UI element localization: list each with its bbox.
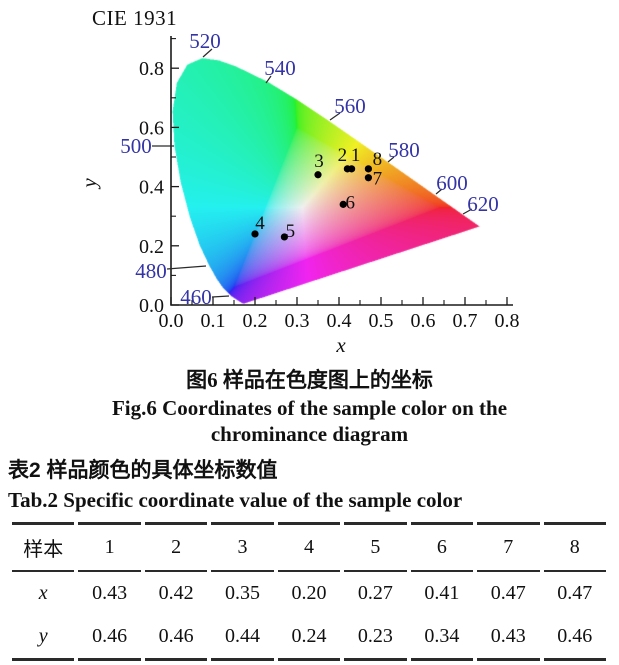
table-row-label-y: y (12, 615, 75, 661)
table-cell-y-4: 0.24 (277, 615, 341, 661)
table-caption-zh: 表2 样品颜色的具体坐标数值 (8, 459, 278, 482)
x-tick-label: 0.6 (411, 310, 436, 332)
table-cell-y-6: 0.34 (410, 615, 474, 661)
wavelength-label-620: 620 (467, 192, 499, 216)
x-tick-label: 0.0 (159, 310, 184, 332)
y-tick-label: 0.4 (139, 177, 164, 199)
table-row-y: y 0.46 0.46 0.44 0.24 0.23 0.34 0.43 0.46 (12, 615, 606, 661)
table-cell-x-6: 0.41 (424, 582, 460, 604)
table-cell-y-5: 0.23 (344, 615, 407, 661)
wavelength-label-520: 520 (189, 29, 221, 53)
table-caption-en: Tab.2 Specific coordinate value of the s… (8, 488, 463, 512)
table-header-col-1: 1 (78, 522, 141, 572)
sample-point-label-8: 8 (373, 149, 383, 170)
wavelength-leader-600 (435, 188, 443, 195)
wavelength-label-580: 580 (388, 138, 420, 162)
y-tick-label: 0.6 (139, 117, 164, 139)
figure-caption-en-line1: Fig.6 Coordinates of the sample color on… (111, 396, 508, 420)
sample-point-label-4: 4 (255, 213, 265, 234)
wavelength-label-560: 560 (334, 94, 366, 118)
table-cell-x-2: 0.42 (158, 582, 194, 604)
x-tick-label: 0.2 (243, 310, 268, 332)
chromaticity-gamut-fill (0, 0, 619, 360)
sample-point-label-1: 1 (351, 145, 361, 166)
x-tick-label: 0.3 (285, 310, 310, 332)
table-header-col-7: 7 (477, 522, 540, 572)
y-tick-label: 0.0 (139, 295, 164, 317)
x-tick-label: 0.5 (369, 310, 394, 332)
x-tick-label: 0.4 (327, 310, 352, 332)
chart-axes-overlay: 0.0 0.1 0.2 0.3 0.4 0.5 0.6 0.7 0.8 0.0 0.2 0.4 0.6 0… (77, 29, 520, 357)
figure-caption-en-line2: chrominance diagram (210, 422, 409, 446)
wavelength-leader-620 (462, 208, 473, 215)
table-cell-x-7: 0.47 (490, 582, 526, 604)
table-row-label-x: x (38, 582, 48, 604)
wavelength-leader-520 (202, 48, 213, 58)
sample-point-label-2: 2 (338, 145, 348, 166)
table-cell-y-2: 0.46 (144, 615, 208, 661)
table-header-col-6: 6 (410, 522, 474, 572)
table-header-sample: 样本 (12, 522, 75, 572)
table-cell-y-3: 0.44 (211, 615, 274, 661)
table-cell-x-8: 0.47 (557, 582, 593, 604)
figure-caption-zh: 图6 样品在色度图上的坐标 (186, 368, 433, 392)
chart-title: CIE 1931 (92, 6, 178, 30)
sample-point-label-6: 6 (345, 192, 355, 213)
y-tick-label: 0.2 (139, 236, 164, 258)
y-axis-title: y (77, 178, 101, 190)
table-cell-x-4: 0.20 (291, 582, 327, 604)
wavelength-leader-480 (166, 265, 207, 270)
x-axis-title: x (335, 333, 346, 357)
table-cell-x-5: 0.27 (357, 582, 393, 604)
sample-point-4 (251, 230, 259, 238)
sample-point-5 (280, 233, 288, 241)
wavelength-label-500: 500 (120, 134, 152, 158)
x-tick-label: 0.1 (201, 310, 226, 332)
sample-point-3 (314, 171, 322, 179)
sample-point-label-5: 5 (286, 221, 296, 242)
table-cell-y-8: 0.46 (543, 615, 606, 661)
table-cell-y-7: 0.43 (477, 615, 540, 661)
wavelength-label-480: 480 (135, 259, 167, 283)
table-header-col-8: 8 (543, 522, 606, 572)
y-tick-label: 0.8 (139, 58, 164, 80)
table-row-x: x 0.43 0.42 0.35 0.20 0.27 0.41 0.47 0.47 (12, 572, 606, 615)
wavelength-leader-580 (387, 156, 395, 163)
table-header-col-4: 4 (277, 522, 341, 572)
table-header-col-2: 2 (144, 522, 208, 572)
table-caption: 表2 样品颜色的具体坐标数值 Tab.2 Specific coordinate… (8, 455, 462, 514)
sample-point-2 (343, 165, 351, 173)
figure-caption: 图6 样品在色度图上的坐标 Fig.6 Coordinates of the s… (0, 366, 619, 447)
x-tick-label: 0.7 (453, 310, 478, 332)
sample-point-7 (364, 174, 372, 182)
table-cell-x-1: 0.43 (92, 582, 128, 604)
sample-point-6 (339, 200, 347, 208)
wavelength-label-600: 600 (436, 171, 468, 195)
table-header-row: 样本 1 2 3 4 5 6 7 8 (12, 522, 606, 572)
sample-coordinates-table: 样本 1 2 3 4 5 6 7 8 x 0.43 0.42 0.35 0.20 0.27 0.41 0.47 0… (8, 522, 610, 661)
table-cell-y-1: 0.46 (78, 615, 141, 661)
table-header-col-5: 5 (344, 522, 407, 572)
wavelength-leader-460 (211, 295, 230, 298)
table-header-col-3: 3 (211, 522, 274, 572)
sample-point-8 (364, 165, 372, 173)
sample-point-label-7: 7 (373, 169, 383, 190)
wavelength-leader-560 (329, 112, 341, 121)
wavelength-leader-540 (265, 75, 272, 84)
wavelength-label-460: 460 (180, 285, 212, 309)
sample-point-label-3: 3 (314, 151, 324, 172)
wavelength-label-540: 540 (264, 56, 296, 80)
table-cell-x-3: 0.35 (225, 582, 261, 604)
x-tick-label: 0.8 (495, 310, 520, 332)
